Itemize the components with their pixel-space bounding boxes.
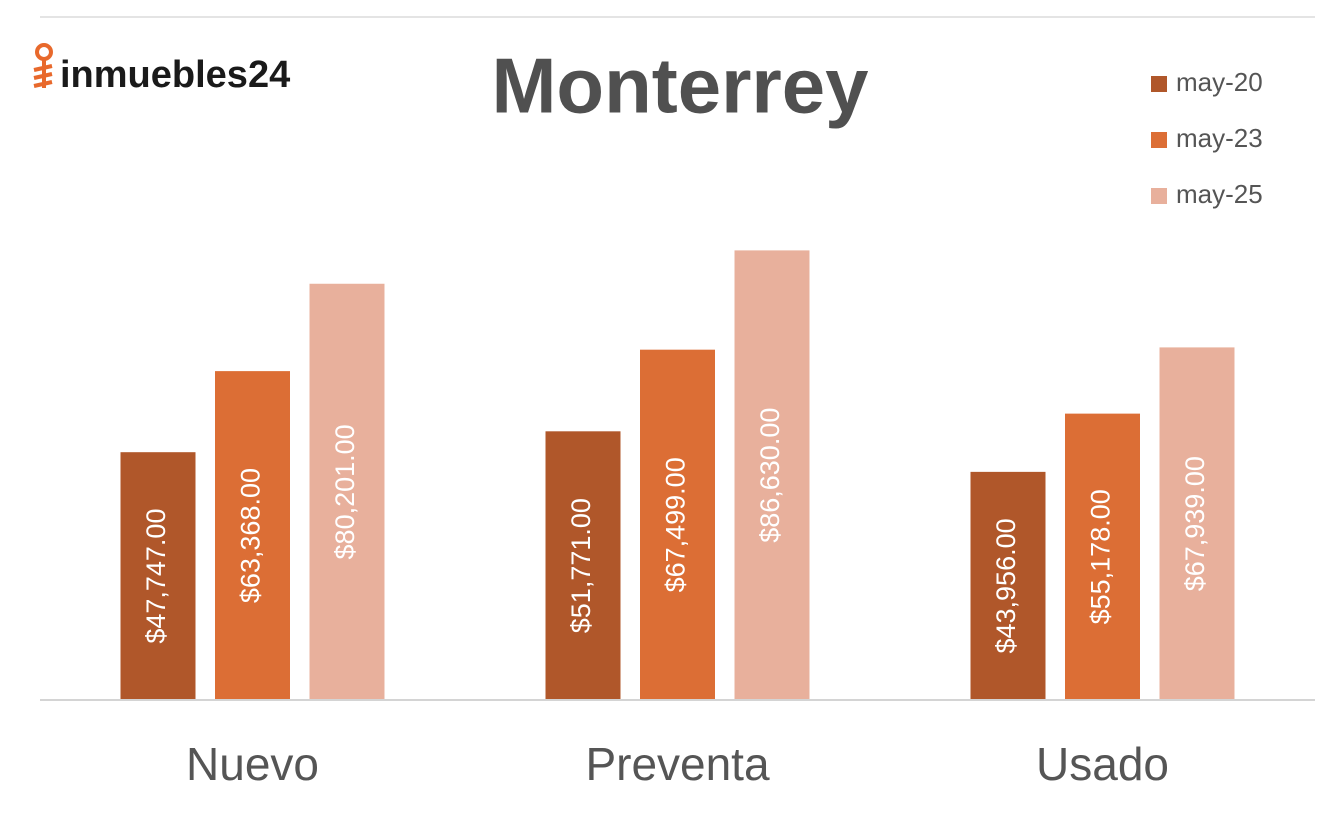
bar <box>734 250 810 700</box>
value-label: $67,939.00 <box>1180 456 1210 591</box>
value-label: $47,747.00 <box>141 509 171 644</box>
value-label: $86,630.00 <box>755 408 785 543</box>
legend-swatch <box>1151 76 1167 92</box>
value-label: $43,956.00 <box>991 518 1021 653</box>
bar <box>309 283 385 700</box>
chart-title: Monterrey <box>491 42 868 130</box>
x-tick-label: Preventa <box>585 738 770 790</box>
value-label: $55,178.00 <box>1086 489 1116 624</box>
value-label: $80,201.00 <box>330 424 360 559</box>
logo-text: inmuebles24 <box>60 54 290 96</box>
legend-label: may-20 <box>1176 67 1263 97</box>
bar <box>215 371 290 700</box>
value-label: $67,499.00 <box>661 457 691 592</box>
x-tick-label: Nuevo <box>186 738 319 790</box>
logo-icon <box>35 43 53 61</box>
logo: inmuebles24 <box>33 43 290 96</box>
legend-label: may-23 <box>1176 123 1263 153</box>
legend-swatch <box>1151 132 1167 148</box>
value-label: $51,771.00 <box>566 498 596 633</box>
bar <box>1065 413 1140 700</box>
bar <box>640 349 715 700</box>
bar <box>1159 347 1235 700</box>
legend-label: may-25 <box>1176 179 1263 209</box>
legend-swatch <box>1151 188 1167 204</box>
logo-icon <box>33 59 53 88</box>
bar <box>120 452 196 700</box>
bar <box>545 431 621 700</box>
bar <box>970 471 1046 700</box>
value-label: $63,368.00 <box>236 468 266 603</box>
x-tick-label: Usado <box>1036 738 1169 790</box>
